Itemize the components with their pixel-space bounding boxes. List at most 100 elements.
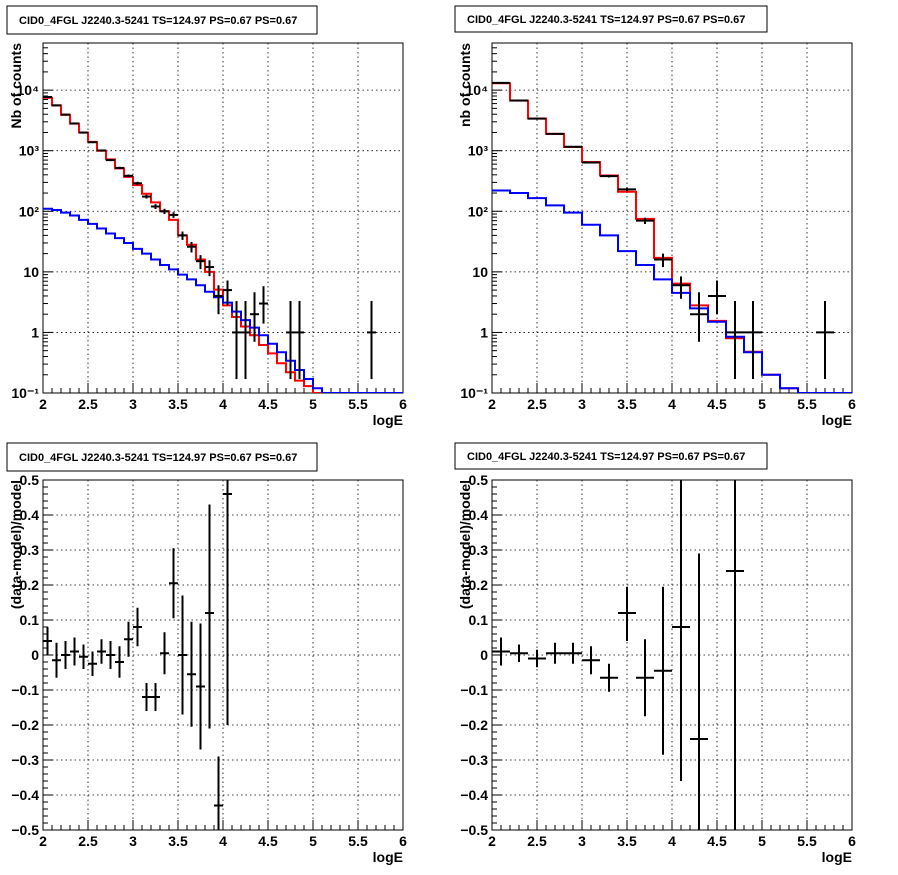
y-tick-label: 10 (23, 264, 39, 280)
data-layer (43, 96, 403, 393)
data-point (79, 644, 88, 669)
y-tick-label: −0.2 (460, 717, 488, 733)
x-tick-label: 4.5 (258, 396, 278, 412)
data-point (708, 280, 726, 315)
data-point (178, 231, 187, 240)
y-axis-label: (data-model)/model (457, 480, 473, 609)
y-tick-label: 10² (468, 203, 489, 219)
data-point (582, 161, 600, 164)
data-point (618, 187, 636, 192)
background-model-histogram (43, 207, 403, 393)
y-tick-label: 10³ (19, 143, 40, 159)
y-tick-label: 10³ (468, 143, 489, 159)
x-tick-label: 2.5 (78, 833, 98, 849)
x-tick-label: 2.5 (78, 396, 98, 412)
data-point (106, 159, 115, 162)
data-point (115, 166, 124, 170)
x-axis-ticks (491, 820, 853, 830)
data-point (142, 683, 151, 711)
x-tick-label: 3 (129, 396, 137, 412)
data-point (223, 480, 232, 725)
data-point (582, 646, 600, 675)
x-tick-label: 5 (309, 396, 317, 412)
data-point (636, 639, 654, 717)
data-point (690, 292, 708, 342)
data-point (151, 683, 160, 711)
data-point (61, 113, 70, 116)
data-point (205, 260, 214, 277)
data-point (744, 301, 762, 380)
x-tick-label: 2.5 (527, 396, 547, 412)
x-tick-label: 4.5 (258, 833, 278, 849)
data-point (106, 641, 115, 669)
data-point (816, 301, 834, 380)
y-tick-label: 0.2 (469, 577, 489, 593)
data-point (79, 131, 88, 134)
data-point (546, 132, 564, 135)
counts-panel-coarse-bins: CID0_4FGL J2240.3-5241 TS=124.97 PS=0.67… (454, 5, 856, 428)
data-point (196, 255, 205, 270)
data-point (214, 285, 223, 315)
y-axis-label: nb of counts (457, 43, 473, 127)
background-model-histogram (492, 189, 852, 393)
title-box (6, 442, 318, 472)
data-point (564, 145, 582, 148)
y-tick-label: 1 (480, 324, 488, 340)
x-tick-label: 4.5 (707, 396, 727, 412)
data-point (124, 621, 133, 657)
x-tick-label: 4 (219, 833, 227, 849)
title-box (454, 5, 768, 33)
x-tick-label: 4.5 (707, 833, 727, 849)
residuals-panel-fine-bins: CID0_4FGL J2240.3-5241 TS=124.97 PS=0.67… (6, 442, 407, 865)
data-point (133, 607, 142, 647)
data-point (214, 756, 223, 830)
x-tick-label: 6 (399, 396, 407, 412)
y-tick-label: 0 (31, 647, 39, 663)
y-axis-label: (data-model)/model (8, 480, 24, 609)
data-point (187, 621, 196, 727)
x-tick-label: 6 (399, 833, 407, 849)
data-point (142, 194, 151, 199)
x-tick-label: 2 (39, 396, 47, 412)
data-point (52, 642, 61, 678)
data-layer (492, 480, 744, 830)
data-point (250, 292, 259, 342)
data-point (151, 204, 160, 210)
residuals-panel-coarse-bins: CID0_4FGL J2240.3-5241 TS=124.97 PS=0.67… (454, 442, 856, 865)
data-point (600, 174, 618, 178)
grid (43, 43, 403, 393)
y-tick-label: −0.3 (11, 752, 39, 768)
data-point (169, 548, 178, 619)
data-point (88, 651, 97, 676)
data-point (160, 632, 169, 675)
data-point (88, 141, 97, 144)
x-tick-label: 5 (758, 833, 766, 849)
data-point (124, 174, 133, 178)
data-point (295, 301, 304, 380)
data-point (510, 99, 528, 102)
data-point (205, 504, 214, 729)
x-tick-label: 3 (578, 833, 586, 849)
y-axis-ticks (43, 42, 53, 394)
data-layer (492, 81, 852, 393)
x-tick-label: 3.5 (617, 833, 637, 849)
total-model-histogram (43, 96, 403, 393)
data-point (97, 639, 106, 664)
grid (492, 480, 852, 830)
x-tick-label: 4 (219, 396, 227, 412)
data-point (169, 212, 178, 218)
x-tick-label: 2 (488, 396, 496, 412)
y-tick-label: 1 (31, 324, 39, 340)
grid (43, 480, 403, 830)
data-point (726, 480, 744, 830)
y-tick-label: 0.3 (469, 542, 489, 558)
counts-panel-fine-bins: CID0_4FGL J2240.3-5241 TS=124.97 PS=0.67… (6, 5, 407, 428)
data-point (528, 117, 546, 120)
data-point (259, 286, 268, 324)
data-point (43, 627, 52, 655)
data-point (61, 641, 70, 669)
data-point (241, 301, 250, 380)
data-point (286, 301, 295, 380)
x-tick-label: 3 (578, 396, 586, 412)
